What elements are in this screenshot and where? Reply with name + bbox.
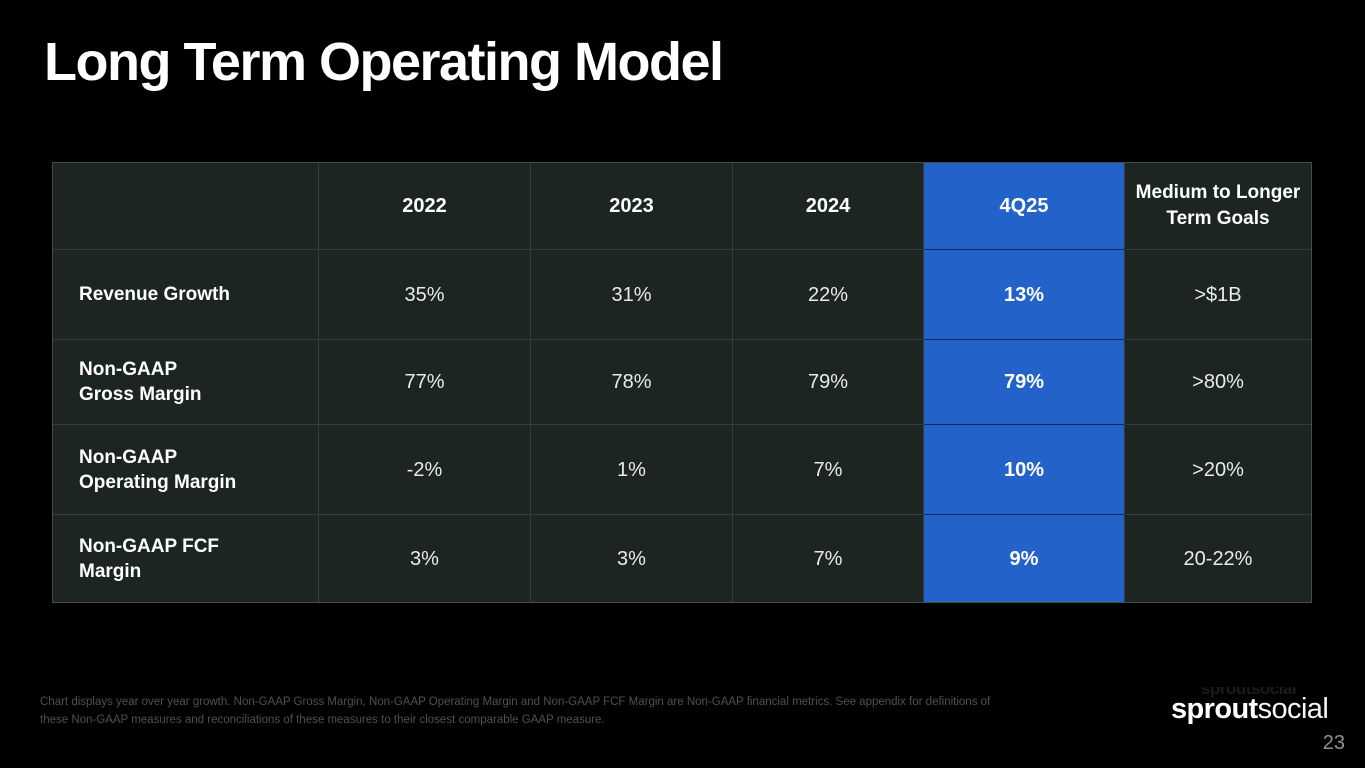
highlighted-value-cell: 79% xyxy=(924,340,1125,425)
operating-model-table: 2022 2023 2024 4Q25 Medium to Longer Ter… xyxy=(52,162,1312,603)
value-cell: 1% xyxy=(531,425,733,515)
ghost-logo-text: sproutsocial xyxy=(1201,687,1297,698)
goal-value-cell: 20-22% xyxy=(1125,515,1311,602)
value-cell: 31% xyxy=(531,250,733,340)
header-cell-2023: 2023 xyxy=(531,163,733,250)
goal-value-cell: >20% xyxy=(1125,425,1311,515)
logo-sprout-text: sprout xyxy=(1171,693,1258,725)
logo-social-text: social xyxy=(1257,693,1329,725)
header-cell-blank xyxy=(53,163,319,250)
header-cell-2024: 2024 xyxy=(733,163,924,250)
highlighted-value-cell: 10% xyxy=(924,425,1125,515)
goal-value-cell: >$1B xyxy=(1125,250,1311,340)
value-cell: 3% xyxy=(319,515,531,602)
page-title: Long Term Operating Model xyxy=(44,32,724,92)
page-number: 23 xyxy=(1322,732,1345,754)
value-cell: 77% xyxy=(319,340,531,425)
footnote: Chart displays year over year growth. No… xyxy=(40,693,990,729)
value-cell: 78% xyxy=(531,340,733,425)
row-label-gross-margin: Non-GAAP Gross Margin xyxy=(53,340,319,425)
value-cell: 22% xyxy=(733,250,924,340)
value-cell: 3% xyxy=(531,515,733,602)
value-cell: 7% xyxy=(733,515,924,602)
value-cell: 79% xyxy=(733,340,924,425)
highlighted-value-cell: 13% xyxy=(924,250,1125,340)
header-cell-2022: 2022 xyxy=(319,163,531,250)
header-cell-4q25-highlighted: 4Q25 xyxy=(924,163,1125,250)
sprout-social-logo: sproutsocial xyxy=(1171,693,1329,725)
row-label-operating-margin: Non-GAAP Operating Margin xyxy=(53,425,319,515)
row-label-revenue-growth: Revenue Growth xyxy=(53,250,319,340)
value-cell: -2% xyxy=(319,425,531,515)
header-cell-goals: Medium to Longer Term Goals xyxy=(1125,163,1311,250)
value-cell: 7% xyxy=(733,425,924,515)
value-cell: 35% xyxy=(319,250,531,340)
goal-value-cell: >80% xyxy=(1125,340,1311,425)
row-label-fcf-margin: Non-GAAP FCF Margin xyxy=(53,515,319,602)
highlighted-value-cell: 9% xyxy=(924,515,1125,602)
footnote-line-2: these Non-GAAP measures and reconciliati… xyxy=(40,714,605,726)
footnote-line-1: Chart displays year over year growth. No… xyxy=(40,696,991,708)
